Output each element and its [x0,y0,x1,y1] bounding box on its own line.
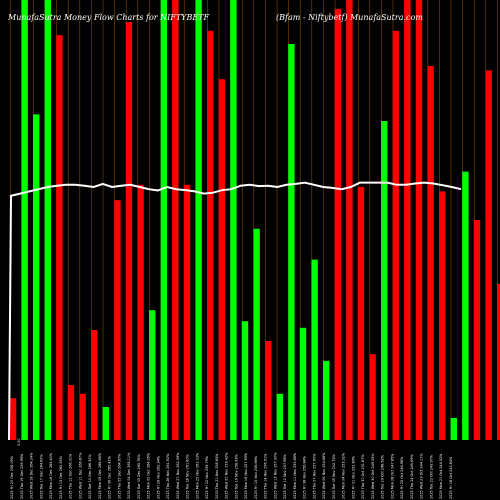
bar-41 [473,220,481,440]
x-tick-label: 2025 Wed 04 Dec 265.11% [127,452,131,499]
x-tick-label: 2025 Tue 22 Oct 243.97% [429,454,433,499]
line-layer [8,181,462,441]
bar-38 [439,191,446,440]
x-tick-label: 2025 Mon 11 Nov 255.88% [293,452,297,499]
chart-title-left: MunafaSutra Money Flow Charts for NIFTYB… [7,13,210,22]
bar-30 [346,0,353,440]
bar-25 [288,44,295,440]
bar-43 [497,283,500,440]
bar-42 [485,70,492,441]
x-tick-label: 2025 Thu 07 Nov 257.60% [312,453,316,499]
x-tick-label: 2025 Tue 17 Dec 264.62% [39,454,43,499]
x-tick-label: 2025 Mon 25 Nov 262.03% [195,452,199,499]
bar-23 [265,341,272,440]
bar-7 [79,393,86,440]
bars-layer [9,0,500,441]
x-tick-label: 2025 Mon 21 Oct 244.52% [439,453,443,499]
x-tick-label: 2025 Tue 03 Dec 265.76% [137,454,141,499]
x-tick-label: 2025 Fri 13 Dec 265.55% [59,455,63,499]
bar-34 [392,30,399,441]
x-tick-label: 2025 Thu 31 Oct 251.87% [361,454,365,499]
bar-19 [218,79,225,440]
x-tick-label: 2025 Fri 29 Nov 262.34% [156,455,160,499]
bar-16 [183,184,191,440]
x-tick-label: 2025 Thu 19 Dec 259.99% [20,453,24,499]
x-tick-labels: 2025 Fri 20 Dec 258.09% 2025 Thu 19 Dec 2… [10,452,453,499]
x-tick-label: 2025 Wed 11 Dec 266.87% [78,452,82,499]
x-tick-label: 2025 Tue 10 Dec 266.30% [88,454,92,499]
bar-4 [44,0,51,440]
x-tick-label: 2025 Mon 16 Dec 265.40% [49,452,53,499]
bar-17 [195,0,202,440]
bar-22 [253,228,260,440]
bar-36 [415,0,423,440]
x-tick-label: 2025 Fri 22 Nov 259.79% [205,455,209,499]
bar-28 [323,360,330,440]
x-tick-label: 2025 Tue 29 Oct 248.62% [381,454,385,499]
bar-39 [450,418,457,440]
x-tick-label: 2025 Tue 12 Nov 257.98% [283,453,287,499]
x-tick-label: 2025 Wed 30 Oct 249.35% [371,453,375,499]
bar-35 [404,0,411,440]
money-flow-line [8,181,462,441]
x-tick-label: 2025 Fri 25 Oct 246.98% [400,456,404,499]
x-tick-label: 2025 Thu 12 Dec 266.01% [69,453,73,499]
x-tick-label: 2025 Tue 26 Nov 261.80% [186,453,190,499]
bar-3 [33,114,40,441]
bar-20 [230,0,237,440]
x-tick-label: 2025 Wed 20 Nov 259.42% [225,452,229,499]
bar-2 [21,0,28,440]
bar-14 [160,0,167,440]
bar-31 [357,187,365,440]
x-tick-label: 2025 Wed 27 Nov 262.59% [176,452,180,499]
bar-29 [334,8,341,441]
bar-37 [427,66,434,440]
bar-12 [137,184,144,440]
x-tick-label: 2025 Fri 06 Dec 265.42% [108,455,112,499]
x-tick-label: 2025 Thu 28 Nov 261.92% [166,453,170,499]
x-tick-label: 2025 Mon 04 Nov 253.32% [342,452,346,499]
x-tick-label: 2025 Mon 28 Oct 247.85% [390,453,394,499]
bar-32 [369,354,376,440]
bar-6 [67,385,75,440]
x-tick-label: 2025 Thu 24 Oct 245.69% [410,454,414,499]
bar-21 [241,321,249,440]
bar-15 [172,0,179,440]
x-tick-label: 2025 Fri 18 Oct 243.84% [449,456,453,499]
chart-title-right: (Bfam - Niftybetf) MunafaSutra.com [276,13,423,22]
bar-1 [9,398,17,440]
bar-11 [125,22,133,440]
x-tick-label: 2025 Mon 09 Dec 266.66% [98,452,102,499]
x-tick-label: 2025 Wed 06 Nov 254.66% [322,452,326,499]
x-tick-label: 2025 Wed 13 Nov 257.30% [273,452,277,499]
x-tick-label: 2025 Wed 18 Dec 264.24% [30,452,34,499]
bar-27 [311,259,318,440]
x-tick-label: 2025 Tue 05 Nov 252.75% [332,453,336,499]
bar-5 [56,35,63,440]
x-tick-label: 2025 Fri 15 Nov 256.66% [254,455,258,499]
x-tick-label: 2025 Thu 05 Dec 264.67% [117,453,121,499]
y-axis-zero-label: 0.00 [17,438,21,446]
x-tick-label: 2025 Wed 23 Oct 244.11% [420,453,424,499]
bar-8 [91,330,98,440]
bar-40 [462,171,469,440]
bar-10 [114,200,121,440]
bar-24 [276,393,283,440]
bar-26 [299,327,307,440]
x-tick-label: 2025 Fri 20 Dec 258.09% [10,455,14,499]
bar-13 [149,310,156,440]
x-tick-label: 2025 Tue 19 Nov 258.93% [234,453,238,499]
bar-33 [381,121,388,440]
bar-18 [207,30,214,441]
x-tick-label: 2025 Fri 08 Nov 256.84% [303,455,307,499]
x-tick-label: 2025 Mon 02 Dec 264.26% [147,452,151,499]
x-tick-label: 2025 Thu 21 Nov 258.65% [215,453,219,499]
x-tick-label: 2025 Mon 18 Nov 257.69% [244,452,248,499]
bar-9 [102,407,109,440]
x-tick-label: 2025 Thu 14 Nov 256.91% [264,453,268,499]
x-tick-label: 2025 Fri 01 Nov 252.89% [351,455,355,499]
